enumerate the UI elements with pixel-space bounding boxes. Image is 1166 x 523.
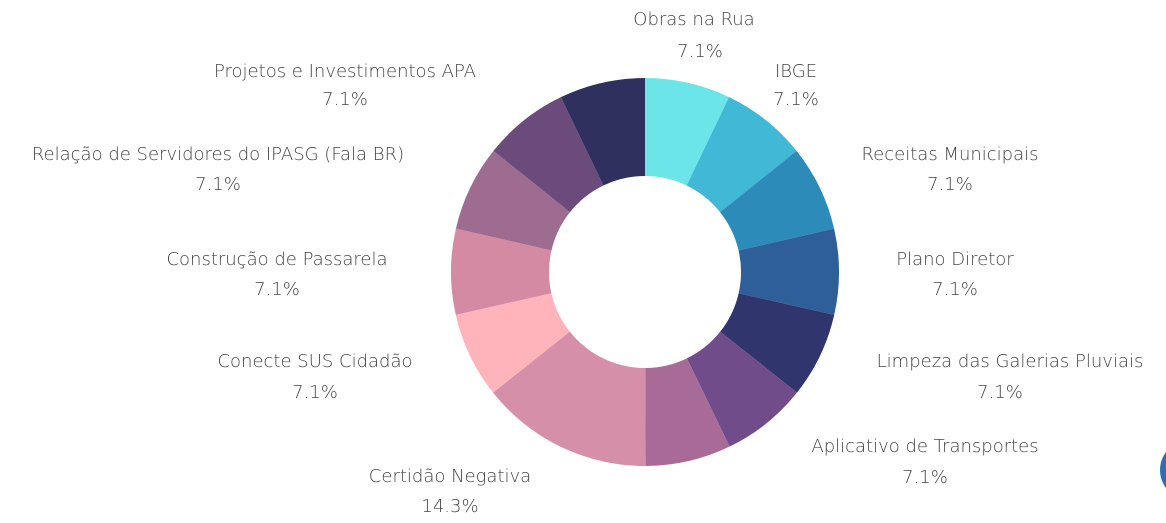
slice-label: Plano Diretor <box>896 249 1014 270</box>
donut-slice <box>560 78 645 186</box>
slice-value-label: 7.1% <box>932 279 978 300</box>
slice-label: Receitas Municipais <box>861 144 1038 165</box>
slice-label: Conecte SUS Cidadão <box>217 351 412 372</box>
slice-value-label: 7.1% <box>677 41 723 62</box>
donut-slice <box>645 358 730 466</box>
donut-slice <box>455 293 570 393</box>
slice-label: Certidão Negativa <box>369 466 531 487</box>
slice-value-label: 7.1% <box>977 382 1023 403</box>
donut-slice <box>720 293 835 393</box>
donut-slice <box>493 97 604 213</box>
slice-value-label: 7.1% <box>927 174 973 195</box>
slice-label: IBGE <box>775 61 817 82</box>
slice-label: Construção de Passarela <box>166 249 387 270</box>
slice-label: Aplicativo de Transportes <box>811 436 1038 457</box>
slice-value-label: 7.1% <box>902 467 948 488</box>
donut-slice <box>493 331 646 466</box>
floating-button[interactable] <box>1160 440 1166 500</box>
donut-slice <box>686 331 797 447</box>
donut-slice <box>686 97 797 213</box>
slice-label: Limpeza das Galerias Pluviais <box>877 351 1144 372</box>
slice-value-label: 14.3% <box>421 496 478 517</box>
donut-slice <box>450 228 552 315</box>
slice-label: Projetos e Investimentos APA <box>214 61 476 82</box>
slice-label: Relação de Servidores do IPASG (Fala BR) <box>32 144 404 165</box>
donut-slice <box>645 78 730 186</box>
slice-label: Obras na Rua <box>633 9 754 30</box>
slice-value-label: 7.1% <box>195 174 241 195</box>
slice-value-label: 7.1% <box>254 279 300 300</box>
donut-slice <box>455 150 570 251</box>
donut-slice <box>720 150 835 251</box>
slice-value-label: 7.1% <box>292 382 338 403</box>
donut-slice <box>738 228 840 315</box>
slice-value-label: 7.1% <box>773 89 819 110</box>
slice-value-label: 7.1% <box>322 89 368 110</box>
